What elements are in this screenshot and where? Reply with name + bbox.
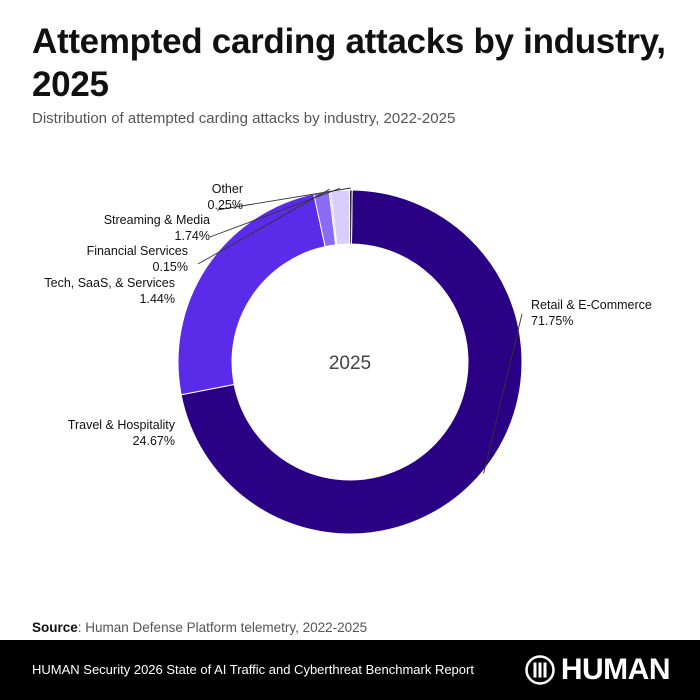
value-label-retail-and-e-commerce: 71.75% <box>531 314 573 328</box>
source-note: Source: Human Defense Platform telemetry… <box>32 620 367 635</box>
footer-report-title: HUMAN Security 2026 State of AI Traffic … <box>32 662 474 677</box>
label-streaming-and-media: Streaming & Media <box>104 213 210 227</box>
leader-line-streaming-and-media <box>209 187 341 238</box>
value-label-other: 0.25% <box>208 198 243 212</box>
human-logo-text: HUMAN <box>560 653 671 686</box>
label-tech-saas-and-services: Tech, SaaS, & Services <box>44 276 175 290</box>
label-travel-and-hospitality: Travel & Hospitality <box>68 418 176 432</box>
value-label-tech-saas-and-services: 1.44% <box>140 292 175 306</box>
value-label-streaming-and-media: 1.74% <box>175 229 210 243</box>
human-logo: HUMAN <box>525 653 671 687</box>
footer-bar: HUMAN Security 2026 State of AI Traffic … <box>0 640 700 700</box>
label-other: Other <box>212 182 243 196</box>
label-financial-services: Financial Services <box>87 244 188 258</box>
donut-chart: 2025 Retail & E-Commerce 71.75% Travel & Ho… <box>44 182 652 535</box>
center-label: 2025 <box>329 353 371 374</box>
source-text: : Human Defense Platform telemetry, 2022… <box>77 620 368 635</box>
label-retail-and-e-commerce: Retail & E-Commerce <box>531 298 652 312</box>
human-logo-icon <box>525 655 555 685</box>
slice-retail-and-e-commerce <box>180 189 523 535</box>
value-label-financial-services: 0.15% <box>153 260 188 274</box>
leader-line-other <box>216 187 351 211</box>
source-label: Source <box>32 620 78 635</box>
chart-title: Attempted carding attacks by industry, 2… <box>32 22 666 104</box>
slice-other <box>348 189 353 245</box>
leader-line-financial-services <box>197 188 330 265</box>
value-label-travel-and-hospitality: 24.67% <box>133 434 175 448</box>
chart-subtitle: Distribution of attempted carding attack… <box>32 110 456 127</box>
leader-line-retail-and-e-commerce <box>483 313 523 474</box>
